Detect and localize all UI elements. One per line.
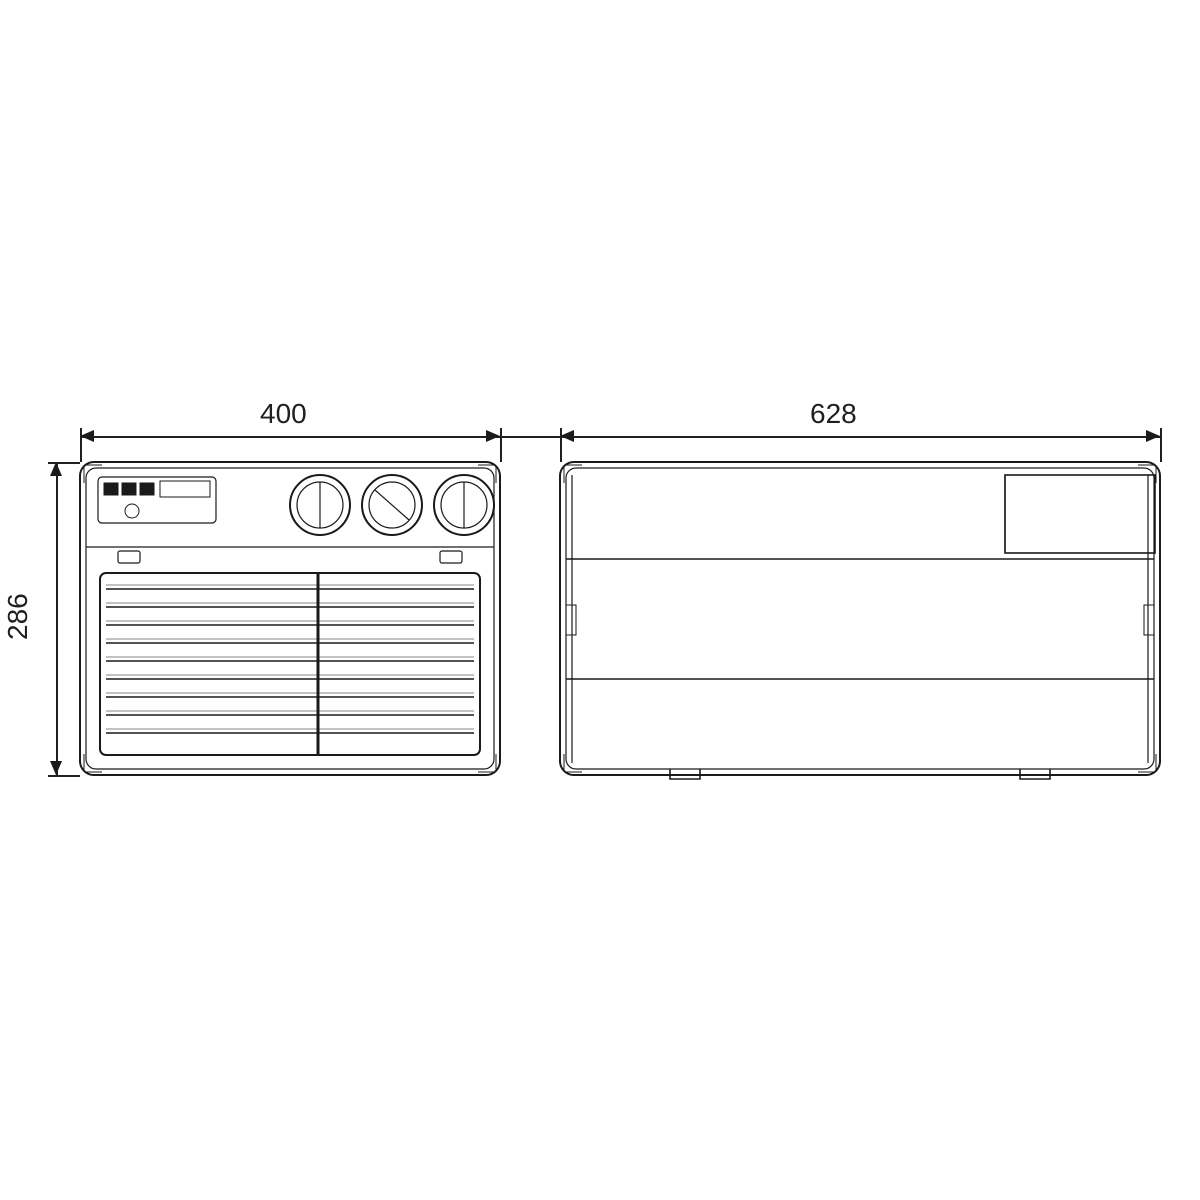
top-view xyxy=(550,455,1170,785)
arrow-up xyxy=(50,462,62,476)
arrow-right-1 xyxy=(486,430,500,442)
arrow-right-2 xyxy=(1146,430,1160,442)
arrow-left-1 xyxy=(80,430,94,442)
dim-line-left xyxy=(56,462,58,775)
dim-height: 286 xyxy=(2,593,34,640)
dim-front-width: 400 xyxy=(260,398,307,430)
dim-line-top xyxy=(80,436,1160,438)
front-view xyxy=(70,455,510,785)
technical-drawing: 400 628 286 xyxy=(0,0,1200,1200)
arrow-down xyxy=(50,761,62,775)
arrow-left-2 xyxy=(560,430,574,442)
dim-top-width: 628 xyxy=(810,398,857,430)
